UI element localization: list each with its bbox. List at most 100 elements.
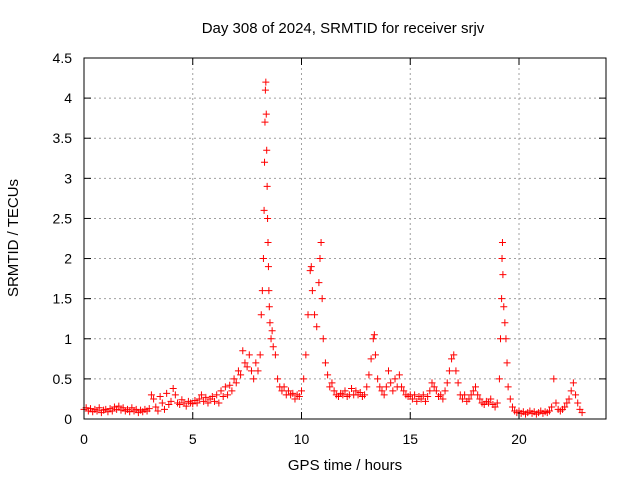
data-point — [545, 407, 553, 415]
data-point — [262, 78, 270, 86]
data-point — [308, 287, 316, 295]
data-point — [243, 363, 251, 371]
data-point — [572, 391, 580, 399]
data-point — [302, 351, 310, 359]
data-point — [321, 359, 329, 367]
data-point — [152, 403, 160, 411]
data-point — [421, 397, 429, 405]
data-point — [454, 379, 462, 387]
data-point — [428, 379, 436, 387]
chart-title: Day 308 of 2024, SRMTID for receiver srj… — [202, 20, 485, 37]
data-point — [563, 399, 571, 407]
data-point — [387, 379, 395, 387]
data-point — [385, 367, 392, 375]
y-tick-label: 0.5 — [53, 371, 73, 387]
y-tick-label: 3.5 — [53, 130, 73, 146]
data-point — [271, 351, 279, 359]
data-point — [502, 335, 510, 343]
data-point — [252, 359, 260, 367]
data-point — [495, 375, 503, 383]
data-point — [324, 371, 332, 379]
data-point — [247, 367, 255, 375]
data-point — [213, 391, 221, 399]
data-point — [147, 391, 155, 399]
data-point — [169, 385, 177, 393]
data-point — [234, 367, 242, 375]
data-point — [217, 387, 225, 395]
data-point — [448, 355, 456, 363]
data-point — [472, 383, 479, 391]
data-point — [317, 239, 325, 247]
data-point — [339, 391, 347, 399]
data-point — [211, 397, 218, 405]
data-point — [374, 375, 382, 383]
data-point — [239, 347, 247, 355]
data-point — [241, 359, 249, 367]
data-points — [80, 78, 586, 418]
data-point — [256, 351, 264, 359]
data-point — [498, 295, 506, 303]
data-point — [491, 403, 499, 411]
data-point — [311, 311, 319, 319]
data-point — [289, 389, 297, 397]
data-point — [245, 351, 253, 359]
data-point — [552, 399, 560, 407]
y-tick-label: 2.5 — [53, 210, 73, 226]
data-point — [506, 395, 514, 403]
data-point — [424, 393, 432, 401]
data-point — [371, 351, 379, 359]
data-point — [391, 375, 399, 383]
data-point — [382, 383, 390, 391]
data-point — [261, 118, 269, 126]
y-tick-label: 0 — [64, 411, 72, 427]
data-point — [154, 407, 162, 415]
x-tick-label: 20 — [511, 431, 527, 447]
data-point — [208, 393, 216, 401]
data-point — [263, 146, 271, 154]
data-point — [126, 408, 134, 416]
data-point — [193, 399, 201, 407]
data-point — [341, 387, 349, 395]
data-point — [254, 367, 262, 375]
data-point — [307, 263, 315, 271]
data-point — [567, 387, 575, 395]
data-point — [328, 379, 336, 387]
y-tick-labels: 0 0.5 1 1.5 2 2.5 3 3.5 4 4.5 — [53, 50, 73, 427]
data-point — [261, 86, 269, 94]
data-point — [400, 387, 408, 395]
data-point — [395, 371, 403, 379]
data-point — [318, 295, 326, 303]
data-point — [319, 335, 327, 343]
data-point — [500, 303, 508, 311]
data-point — [561, 403, 569, 411]
data-point — [578, 409, 586, 417]
data-point — [363, 383, 371, 391]
data-point — [202, 393, 210, 401]
data-point — [419, 391, 427, 399]
data-point — [574, 399, 582, 407]
data-point — [250, 375, 258, 383]
data-point — [389, 387, 397, 395]
data-point — [284, 387, 292, 395]
data-point — [115, 402, 123, 410]
data-point — [499, 271, 507, 279]
data-point — [221, 383, 229, 391]
data-point — [261, 158, 269, 166]
x-tick-label: 15 — [402, 431, 418, 447]
data-point — [356, 389, 364, 397]
data-point — [274, 375, 282, 383]
data-point — [487, 395, 495, 403]
data-point — [508, 403, 516, 411]
axis-ticks — [83, 57, 606, 420]
y-tick-label: 1.5 — [53, 291, 73, 307]
data-point — [398, 383, 406, 391]
data-point — [260, 206, 268, 214]
data-point — [267, 335, 275, 343]
data-point — [469, 387, 477, 395]
data-point — [264, 263, 272, 271]
data-point — [264, 214, 272, 222]
data-point — [182, 402, 190, 410]
data-point — [467, 391, 475, 399]
data-point — [413, 397, 421, 405]
